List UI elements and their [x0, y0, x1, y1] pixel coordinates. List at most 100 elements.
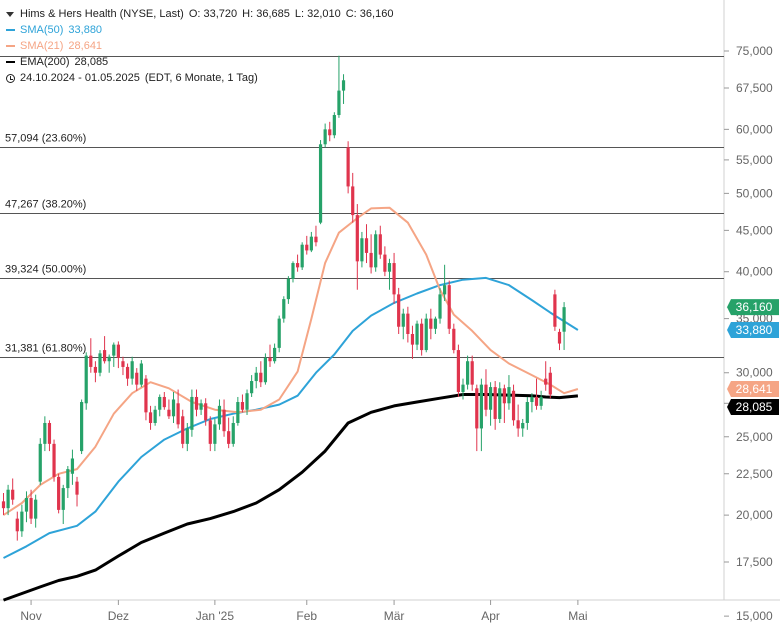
candle-body	[456, 350, 461, 392]
candle-body	[254, 372, 258, 382]
candle	[548, 366, 552, 399]
candle	[34, 494, 38, 528]
candle-body	[378, 234, 382, 255]
candle-body	[227, 431, 231, 444]
candle	[231, 416, 235, 447]
candle-body	[125, 366, 130, 379]
candle-body	[548, 372, 552, 395]
price-tick-label: 15,000	[736, 609, 773, 623]
candle	[70, 449, 75, 485]
candle	[502, 384, 506, 423]
candle-body	[240, 402, 245, 410]
candle-body	[415, 323, 419, 345]
candle	[144, 375, 148, 421]
time-axis[interactable]: Nov Dez Jan '25 Feb Mär Apr Mai	[20, 600, 588, 623]
legend-sma21-row[interactable]: SMA(21) 28,641	[6, 38, 393, 54]
time-tick-label: Jan '25	[196, 609, 235, 623]
candle-body	[314, 236, 318, 243]
candle-body	[420, 323, 424, 351]
candle	[194, 389, 199, 417]
price-tick-label: 25,000	[736, 430, 773, 444]
date-range: 24.10.2024 - 01.05.2025	[20, 72, 140, 84]
candle	[364, 224, 369, 264]
candle-body	[562, 307, 566, 332]
candle-body	[171, 399, 176, 417]
candle	[148, 405, 153, 430]
candle-body	[438, 294, 442, 319]
price-tag: 33,880	[727, 322, 779, 339]
sma50-swatch-icon	[6, 29, 15, 31]
candle	[360, 231, 364, 268]
close-value: C: 36,160	[345, 8, 394, 20]
candle	[479, 378, 483, 452]
candle	[43, 416, 47, 452]
candle-body	[176, 403, 180, 425]
legend-instrument-row[interactable]: Hims & Hers Health (NYSE, Last) O: 33,72…	[6, 6, 393, 22]
candle	[452, 323, 456, 354]
candle-body	[511, 390, 516, 421]
candle-body	[15, 518, 19, 532]
candle-body	[268, 357, 272, 362]
candle	[153, 405, 157, 426]
candle	[410, 325, 415, 359]
candle	[291, 261, 295, 283]
candle	[227, 417, 231, 449]
candle-body	[107, 356, 111, 362]
chart-legend: Hims & Hers Health (NYSE, Last) O: 33,72…	[6, 6, 393, 86]
line-sma50	[3, 276, 579, 559]
candle-body	[493, 387, 497, 419]
candle-body	[259, 372, 263, 383]
candle	[553, 289, 557, 331]
collapse-icon[interactable]	[6, 11, 14, 17]
candle	[98, 350, 102, 377]
candle	[309, 231, 313, 253]
legend-ema200-row[interactable]: EMA(200) 28,085	[6, 54, 393, 70]
candle	[562, 302, 566, 350]
candle-body	[47, 422, 52, 444]
candle-body	[98, 353, 102, 373]
candle	[429, 308, 433, 340]
candle-body	[130, 361, 134, 379]
candle-body	[387, 263, 392, 272]
candle	[176, 389, 180, 429]
open-value: O: 33,720	[188, 8, 238, 20]
indicator-lines	[2, 206, 579, 602]
candle	[29, 489, 33, 525]
candle	[534, 378, 539, 410]
price-tick-label: 67,500	[736, 81, 773, 95]
candle	[1, 493, 6, 516]
legend-sma50-row[interactable]: SMA(50) 33,880	[6, 22, 393, 38]
price-tick-label: 30,000	[736, 366, 773, 380]
candle-body	[135, 372, 139, 385]
candle-body	[116, 344, 120, 358]
candle	[401, 308, 405, 340]
candle	[539, 390, 543, 410]
candle-body	[286, 278, 290, 300]
candle-body	[204, 403, 208, 421]
candle-body	[24, 497, 29, 512]
clock-icon	[6, 73, 15, 83]
line-ema200	[2, 393, 579, 602]
candle-body	[323, 129, 327, 145]
candle-body	[75, 481, 79, 495]
candle-body	[332, 115, 336, 136]
candle	[135, 368, 139, 391]
candle	[47, 420, 52, 452]
candle-body	[401, 313, 405, 327]
candle	[314, 225, 318, 247]
candle-body	[144, 378, 148, 413]
candle-body	[424, 318, 428, 351]
candle	[250, 375, 254, 397]
candle-body	[452, 328, 456, 351]
time-tick-label: Apr	[481, 609, 500, 623]
candle	[125, 363, 130, 386]
price-tick-label: 60,000	[736, 122, 773, 136]
range-info: (EDT, 6 Monate, 1 Tag)	[144, 72, 258, 84]
candle-body	[194, 396, 199, 410]
candle-body	[557, 331, 562, 344]
candle	[263, 353, 268, 385]
high-value: H: 36,685	[242, 8, 290, 20]
candle	[171, 391, 176, 423]
candle-body	[553, 294, 557, 327]
